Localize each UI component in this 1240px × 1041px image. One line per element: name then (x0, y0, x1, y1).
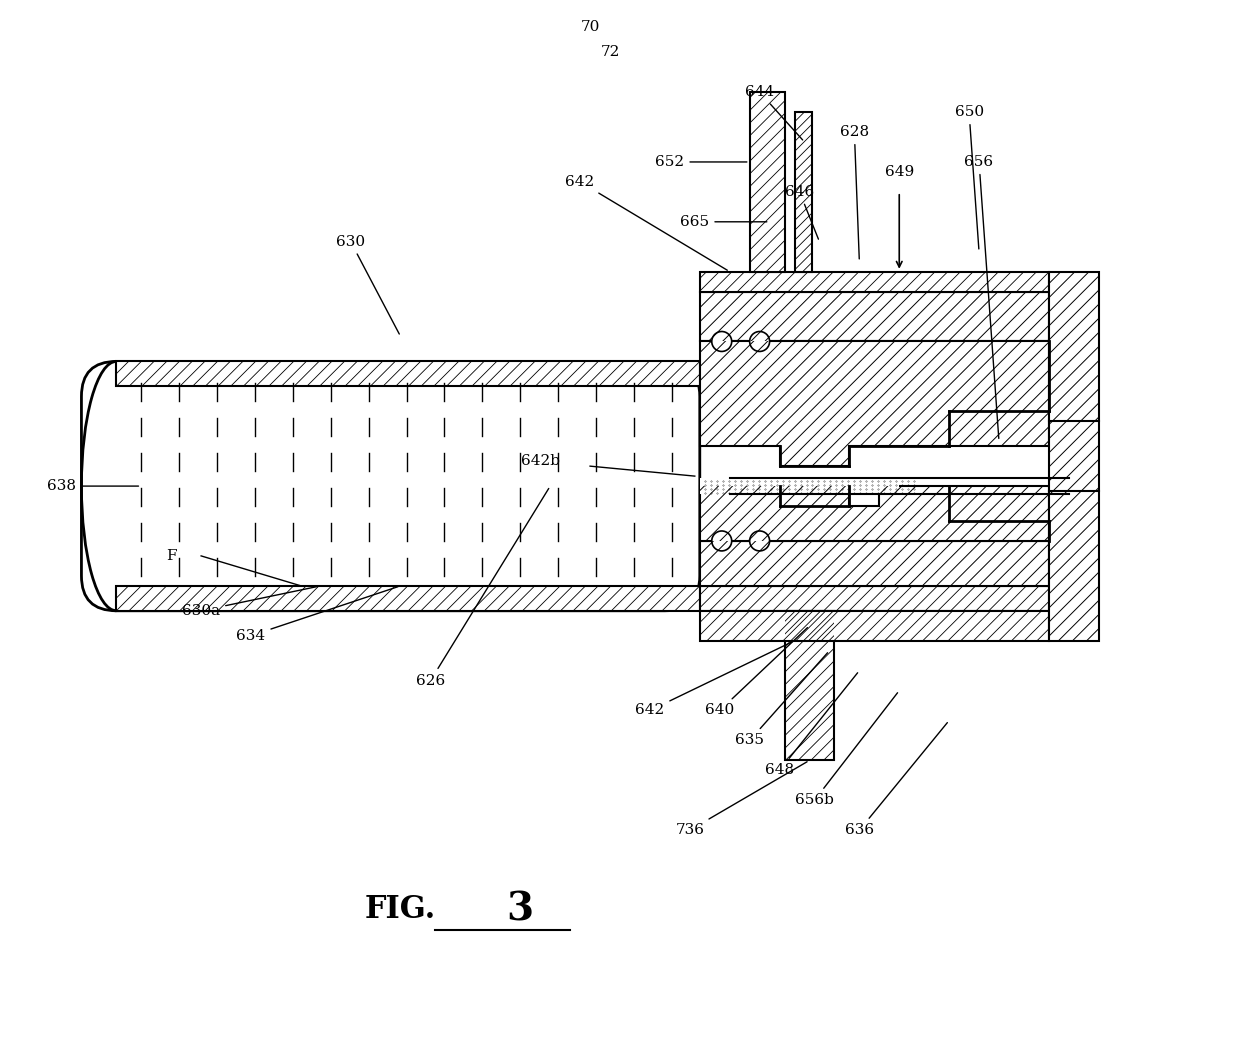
Text: F: F (166, 549, 176, 563)
PathPatch shape (699, 541, 1049, 586)
Circle shape (750, 531, 770, 551)
PathPatch shape (699, 272, 1049, 291)
Text: 642b: 642b (521, 454, 559, 468)
PathPatch shape (1049, 272, 1099, 640)
PathPatch shape (750, 93, 785, 272)
Text: 649: 649 (884, 164, 914, 179)
Text: 642: 642 (565, 175, 728, 271)
Text: 3: 3 (507, 891, 534, 929)
Text: 72: 72 (600, 45, 620, 59)
Text: 648: 648 (765, 672, 858, 778)
Text: 635: 635 (735, 653, 827, 747)
Circle shape (750, 331, 770, 352)
Text: 638: 638 (47, 479, 139, 493)
PathPatch shape (699, 291, 1049, 341)
Text: 646: 646 (785, 185, 818, 239)
Text: 626: 626 (415, 488, 549, 687)
Circle shape (712, 531, 732, 551)
Text: 736: 736 (676, 762, 807, 837)
Text: 630a: 630a (182, 586, 319, 617)
FancyBboxPatch shape (82, 361, 699, 611)
Text: 630: 630 (336, 235, 399, 334)
Text: 656: 656 (965, 155, 998, 438)
Bar (699, 478, 899, 494)
PathPatch shape (699, 341, 1049, 466)
Text: 644: 644 (745, 85, 802, 139)
PathPatch shape (699, 586, 1049, 611)
Text: 70: 70 (580, 21, 600, 34)
Text: 652: 652 (655, 155, 746, 169)
PathPatch shape (117, 361, 699, 386)
PathPatch shape (795, 112, 812, 272)
Text: 628: 628 (839, 125, 869, 259)
Text: 642: 642 (635, 642, 792, 717)
Text: 665: 665 (681, 214, 766, 229)
Text: 656b: 656b (795, 692, 898, 807)
Text: 634: 634 (237, 587, 398, 642)
Text: FIG.: FIG. (365, 894, 436, 925)
Circle shape (712, 331, 732, 352)
PathPatch shape (785, 611, 835, 760)
PathPatch shape (699, 611, 1049, 640)
PathPatch shape (117, 586, 699, 611)
PathPatch shape (699, 486, 1049, 541)
Text: 636: 636 (844, 722, 947, 837)
Text: 640: 640 (706, 628, 807, 717)
Text: 650: 650 (955, 105, 983, 249)
